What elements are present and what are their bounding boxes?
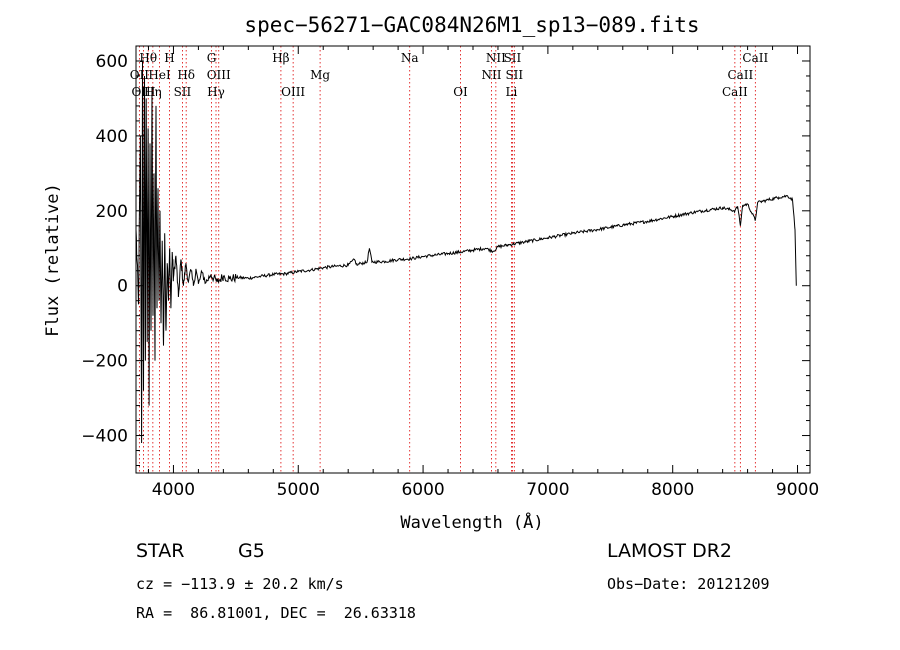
line-label-12: Mg bbox=[310, 68, 330, 82]
line-label-18: SII bbox=[504, 51, 522, 65]
line-label-10: Hγ bbox=[207, 85, 225, 99]
line-label-20: Li bbox=[506, 85, 518, 99]
line-label-16: NII bbox=[486, 51, 506, 65]
observation-date: Obs−Date: 20121209 bbox=[607, 575, 770, 593]
y-tick-label: 0 bbox=[117, 277, 128, 297]
chart-title: spec−56271−GAC084N26M1_sp13−089.fits bbox=[244, 13, 699, 37]
x-tick-label: 6000 bbox=[401, 480, 444, 500]
line-label-11: Hβ bbox=[272, 51, 289, 65]
x-tick-label: 9000 bbox=[776, 480, 819, 500]
line-label-9: OIII bbox=[207, 68, 231, 82]
line-label-7: SII bbox=[174, 85, 192, 99]
line-label-4: Hη bbox=[144, 85, 162, 99]
x-axis-label: Wavelength (Å) bbox=[400, 511, 543, 533]
x-tick-label: 8000 bbox=[651, 480, 694, 500]
line-label-13: OIII bbox=[281, 85, 305, 99]
line-label-5: H bbox=[164, 51, 174, 65]
axis-ticks: 4000 5000 6000 7000 8000 9000 −400 −200 0 200 400 6… bbox=[81, 45, 819, 500]
y-tick-label: 200 bbox=[96, 202, 128, 222]
line-label-23: CaII bbox=[722, 85, 748, 99]
y-tick-label: −200 bbox=[81, 352, 128, 372]
line-label-21: CaII bbox=[742, 51, 768, 65]
y-tick-label: −400 bbox=[81, 427, 128, 447]
x-tick-label: 7000 bbox=[526, 480, 569, 500]
line-label-22: CaII bbox=[727, 68, 753, 82]
spectrum-line bbox=[135, 60, 797, 444]
survey-name: LAMOST DR2 bbox=[607, 540, 732, 562]
line-label-6: Hδ bbox=[177, 68, 195, 82]
line-label-1: OII bbox=[130, 68, 150, 82]
line-label-19: SII bbox=[505, 68, 523, 82]
y-tick-label: 400 bbox=[96, 127, 128, 147]
redshift-velocity: cz = −113.9 ± 20.2 km/s bbox=[136, 575, 344, 593]
line-label-2: OIII bbox=[131, 85, 155, 99]
object-subclass: G5 bbox=[238, 540, 265, 562]
x-tick-label: 5000 bbox=[277, 480, 320, 500]
y-tick-label: 600 bbox=[96, 52, 128, 72]
spectral-line-markers: HθOIIOIIIHeIHηHHδSIIGOIIIHγHβMgOIIINaOIN… bbox=[130, 46, 768, 473]
object-class: STAR bbox=[136, 540, 185, 562]
plot-frame bbox=[135, 45, 811, 474]
line-label-8: G bbox=[207, 51, 217, 65]
line-label-14: Na bbox=[401, 51, 419, 65]
line-label-15: OI bbox=[453, 85, 468, 99]
y-axis-label: Flux (relative) bbox=[43, 183, 63, 337]
line-label-3: HeI bbox=[148, 68, 171, 82]
line-label-17: NII bbox=[481, 68, 501, 82]
coordinates: RA = 86.81001, DEC = 26.63318 bbox=[136, 604, 416, 622]
x-tick-label: 4000 bbox=[152, 480, 195, 500]
